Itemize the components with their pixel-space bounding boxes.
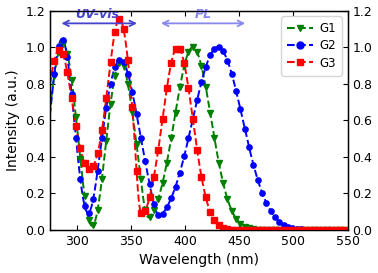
Text: UV-vis: UV-vis: [75, 8, 119, 21]
X-axis label: Wavelength (nm): Wavelength (nm): [139, 253, 259, 268]
Text: PL: PL: [195, 8, 212, 21]
Legend: G1, G2, G3: G1, G2, G3: [281, 16, 342, 76]
Y-axis label: Intensity (a.u.): Intensity (a.u.): [6, 70, 20, 171]
